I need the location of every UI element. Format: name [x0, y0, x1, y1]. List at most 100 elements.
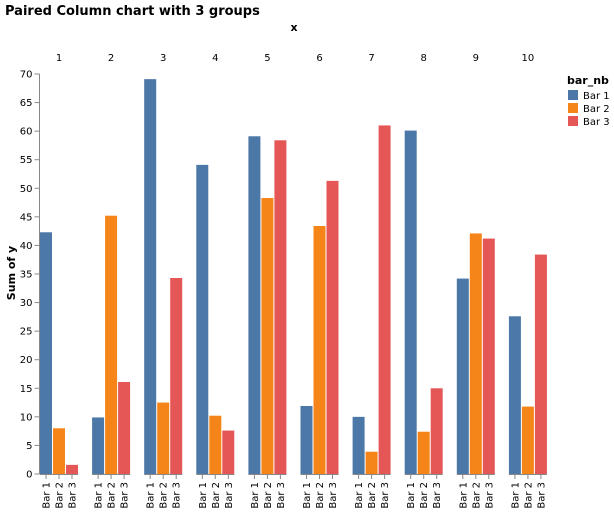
x-tick-label: Bar 3	[328, 482, 339, 509]
x-tick-label: Bar 2	[523, 482, 534, 509]
bar	[92, 417, 105, 474]
bar	[365, 451, 378, 474]
x-tick-label: Bar 1	[198, 482, 209, 509]
x-tick-label: Bar 1	[458, 482, 469, 509]
bar	[378, 125, 391, 474]
x-tick-label: Bar 3	[276, 482, 287, 509]
y-tick-label: 30	[20, 298, 33, 309]
x-tick-label: Bar 1	[250, 482, 261, 509]
bar	[326, 180, 339, 474]
x-tick-label: Bar 1	[94, 482, 105, 509]
facet-header-label: 6	[316, 53, 322, 64]
x-tick-label: Bar 3	[224, 482, 235, 509]
bar	[53, 428, 65, 474]
bar	[508, 316, 521, 474]
facet-column: 3 Bar 1 Bar 2 Bar 3	[144, 53, 183, 509]
y-tick-label: 25	[20, 327, 33, 338]
y-tick-label: 70	[20, 70, 33, 81]
x-tick-label: Bar 2	[211, 482, 222, 509]
y-tick-label: 55	[20, 155, 33, 166]
x-tick-label: Bar 1	[42, 482, 53, 509]
facet-column: 2 Bar 1 Bar 2 Bar 3	[92, 53, 131, 509]
bar	[248, 136, 261, 475]
x-tick-label: Bar 3	[536, 482, 547, 509]
y-axis: 0 5 10 15 20 25 30 35 40 45 50 55 60 65 70	[20, 70, 40, 481]
y-tick-label: 60	[20, 127, 33, 138]
facet-column: 8 Bar 1 Bar 2 Bar 3	[404, 53, 443, 509]
x-tick-label: Bar 3	[484, 482, 495, 509]
legend: bar_nb Bar 1 Bar 2 Bar 3	[567, 74, 610, 128]
x-tick-label: Bar 2	[55, 482, 66, 509]
facet-header-label: 3	[160, 53, 166, 64]
legend-label: Bar 3	[583, 117, 610, 128]
y-tick-label: 20	[20, 355, 33, 366]
facet-column: 10 Bar 1 Bar 2 Bar 3	[508, 53, 547, 509]
facet-header-label: 1	[56, 53, 62, 64]
facet-column: 9 Bar 1 Bar 2 Bar 3	[456, 53, 495, 509]
x-tick-label: Bar 2	[419, 482, 430, 509]
bar	[313, 226, 326, 474]
y-tick-label: 35	[20, 270, 33, 281]
bar	[261, 198, 274, 474]
bar	[144, 79, 157, 475]
column-facet-title: x	[290, 21, 297, 34]
legend-swatch	[568, 116, 578, 126]
x-tick-label: Bar 3	[380, 482, 391, 509]
bar	[274, 140, 287, 475]
bar	[105, 215, 118, 474]
bar	[118, 382, 131, 474]
bar	[66, 464, 78, 474]
y-tick-label: 15	[20, 384, 33, 395]
bar	[196, 164, 209, 474]
facet-header-label: 2	[108, 53, 114, 64]
y-tick-label: 65	[20, 98, 33, 109]
x-tick-label: Bar 2	[315, 482, 326, 509]
facet-header-label: 8	[421, 53, 427, 64]
bar	[534, 254, 547, 474]
bar	[417, 431, 430, 474]
x-tick-label: Bar 2	[367, 482, 378, 509]
bar	[170, 278, 183, 474]
x-tick-label: Bar 2	[107, 482, 118, 509]
bar	[469, 233, 482, 474]
legend-swatch	[568, 103, 578, 113]
facet-column: 4 Bar 1 Bar 2 Bar 3	[196, 53, 235, 509]
x-tick-label: Bar 1	[146, 482, 157, 509]
x-tick-label: Bar 2	[159, 482, 170, 509]
legend-swatch	[568, 90, 578, 100]
facet-header-label: 9	[473, 53, 479, 64]
x-tick-label: Bar 3	[172, 482, 183, 509]
y-tick-label: 0	[26, 470, 32, 481]
facet-column: 7 Bar 1 Bar 2 Bar 3	[352, 53, 391, 509]
facet-header-label: 4	[212, 53, 218, 64]
facet-header-label: 10	[522, 53, 535, 64]
legend-label: Bar 1	[583, 91, 610, 102]
x-tick-label: Bar 1	[406, 482, 417, 509]
x-tick-label: Bar 1	[354, 482, 365, 509]
bar	[222, 430, 235, 474]
y-tick-label: 5	[26, 441, 32, 452]
x-tick-label: Bar 1	[302, 482, 313, 509]
y-tick-label: 40	[20, 241, 33, 252]
y-tick-label: 45	[20, 212, 33, 223]
x-tick-label: Bar 3	[68, 482, 79, 509]
legend-label: Bar 2	[583, 104, 610, 115]
facet-header-label: 7	[368, 53, 374, 64]
x-tick-label: Bar 2	[263, 482, 274, 509]
bar	[404, 130, 417, 475]
chart-title: Paired Column chart with 3 groups	[5, 4, 260, 19]
x-tick-label: Bar 2	[471, 482, 482, 509]
x-tick-label: Bar 3	[120, 482, 131, 509]
bar	[209, 415, 222, 474]
x-tick-label: Bar 3	[432, 482, 443, 509]
x-tick-label: Bar 1	[510, 482, 521, 509]
facet-column: 6 Bar 1 Bar 2 Bar 3	[300, 53, 339, 509]
bar	[352, 416, 365, 474]
bar	[430, 388, 443, 474]
bar	[456, 278, 469, 474]
facet-column: 5 Bar 1 Bar 2 Bar 3	[248, 53, 287, 509]
facet-header-label: 5	[264, 53, 270, 64]
bar	[157, 402, 170, 474]
